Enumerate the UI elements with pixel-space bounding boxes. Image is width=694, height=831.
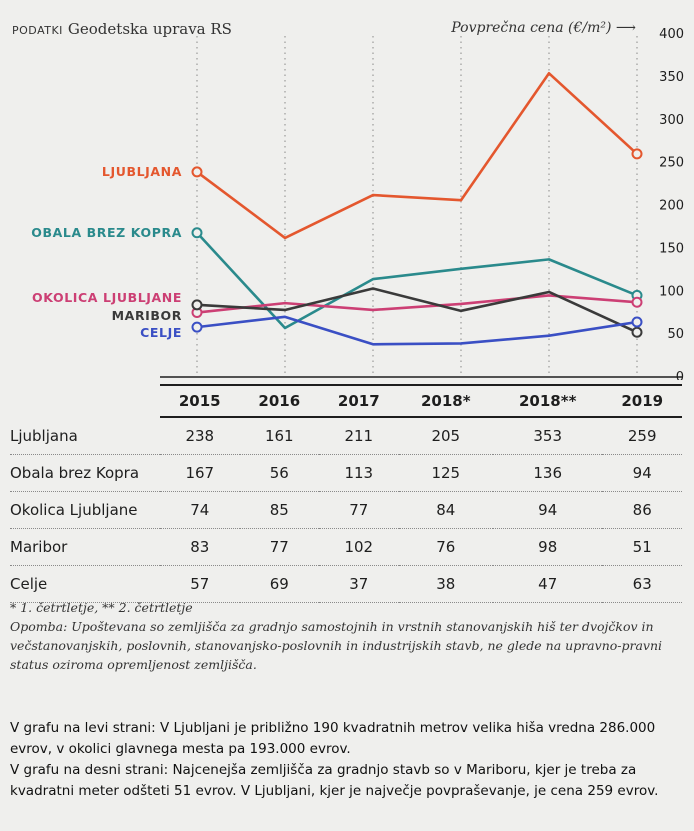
table-cell: 63 bbox=[602, 565, 682, 603]
table-cell: 113 bbox=[319, 454, 399, 492]
column-header: 2019 bbox=[602, 384, 682, 418]
remark: Opomba: Upoštevana so zemljišča za gradn… bbox=[10, 619, 663, 672]
table-row: Okolica Ljubljane 74 85 77 84 94 86 bbox=[10, 491, 682, 529]
series-point bbox=[191, 299, 203, 311]
y-tick-label: 100 bbox=[659, 284, 684, 299]
table-cell: 353 bbox=[493, 417, 603, 455]
caption: V grafu na levi strani: V Ljubljani je p… bbox=[10, 718, 690, 802]
series-line bbox=[195, 315, 639, 346]
series-point bbox=[191, 166, 203, 178]
series-line bbox=[195, 72, 639, 240]
row-label: Celje bbox=[10, 565, 160, 603]
row-label: Maribor bbox=[10, 528, 160, 566]
y-axis-title: Povprečna cena (€/m²) ⟶ bbox=[451, 20, 636, 36]
table-cell: 74 bbox=[160, 491, 240, 529]
table-cell: 167 bbox=[160, 454, 240, 492]
source-text: Geodetska uprava RS bbox=[67, 20, 232, 38]
table-cell: 77 bbox=[319, 491, 399, 529]
table-cell: 83 bbox=[160, 528, 240, 566]
table-cell: 57 bbox=[160, 565, 240, 603]
table-cell: 94 bbox=[602, 454, 682, 492]
series-point bbox=[631, 148, 643, 160]
arrow-right-icon: ⟶ bbox=[615, 20, 636, 36]
table-cell: 238 bbox=[160, 417, 240, 455]
table-row: Ljubljana 238 161 211 205 353 259 bbox=[10, 417, 682, 455]
series-line bbox=[195, 294, 639, 314]
table-cell: 38 bbox=[398, 565, 494, 603]
series-point bbox=[191, 227, 203, 239]
notes: * 1. četrtletje, ** 2. četrtletje Opomba… bbox=[10, 598, 686, 674]
line-chart: 0 50 100 150 200 250 300 350 400 LJUBLJANA OBALA B… bbox=[31, 27, 684, 380]
table-cell: 76 bbox=[398, 528, 494, 566]
y-tick-label: 200 bbox=[659, 199, 684, 214]
footnote: * 1. četrtletje, ** 2. četrtletje bbox=[10, 600, 193, 615]
table-row: Obala brez Kopra 167 56 113 125 136 94 bbox=[10, 454, 682, 492]
row-label: Okolica Ljubljane bbox=[10, 491, 160, 529]
table-cell: 98 bbox=[493, 528, 603, 566]
series-label: LJUBLJANA bbox=[102, 164, 182, 179]
caption-paragraph: V grafu na levi strani: V Ljubljani je p… bbox=[10, 720, 656, 757]
series-line bbox=[195, 231, 639, 330]
column-header: 2018** bbox=[493, 384, 603, 418]
row-label: Obala brez Kopra bbox=[10, 454, 160, 492]
table-cell: 259 bbox=[602, 417, 682, 455]
series-label: MARIBOR bbox=[112, 308, 182, 323]
table-cell: 125 bbox=[398, 454, 494, 492]
table-cell: 86 bbox=[602, 491, 682, 529]
y-tick-label: 300 bbox=[659, 113, 684, 128]
caption-paragraph: V grafu na desni strani: Najcenejša zeml… bbox=[10, 762, 659, 799]
column-header: 2017 bbox=[319, 384, 399, 418]
series-point bbox=[631, 316, 643, 328]
table-cell: 84 bbox=[398, 491, 494, 529]
table-cell: 51 bbox=[602, 528, 682, 566]
table-cell: 136 bbox=[493, 454, 603, 492]
y-tick-label: 0 bbox=[676, 370, 684, 380]
y-tick-label: 250 bbox=[659, 156, 684, 171]
table-cell: 102 bbox=[319, 528, 399, 566]
data-table: 2015 2016 2017 2018* 2018** 2019 Ljublja… bbox=[10, 384, 682, 603]
table-row: Maribor 83 77 102 76 98 51 bbox=[10, 528, 682, 566]
y-tick-label: 150 bbox=[659, 241, 684, 256]
y-tick-label: 350 bbox=[659, 70, 684, 85]
series-label: OKOLICA LJUBLJANE bbox=[32, 290, 182, 305]
source-line: PODATKI Geodetska uprava RS bbox=[12, 20, 232, 38]
table-header-row: 2015 2016 2017 2018* 2018** 2019 bbox=[10, 384, 682, 418]
series-line bbox=[195, 287, 639, 334]
table-cell: 56 bbox=[239, 454, 320, 492]
table-row: Celje 57 69 37 38 47 63 bbox=[10, 565, 682, 603]
table-cell: 47 bbox=[493, 565, 603, 603]
y-axis-title-text: Povprečna cena (€/m²) bbox=[451, 20, 612, 36]
y-tick-label: 50 bbox=[667, 327, 684, 342]
table-cell: 94 bbox=[493, 491, 603, 529]
column-header: 2016 bbox=[239, 384, 320, 418]
table-cell: 161 bbox=[239, 417, 320, 455]
source-label: PODATKI bbox=[12, 24, 63, 37]
series-label: CELJE bbox=[140, 325, 182, 340]
table-cell: 85 bbox=[239, 491, 320, 529]
column-header: 2015 bbox=[160, 384, 240, 418]
series-point bbox=[631, 296, 643, 308]
series-point bbox=[631, 326, 643, 338]
table-cell: 211 bbox=[319, 417, 399, 455]
table-corner bbox=[10, 385, 160, 417]
table-cell: 69 bbox=[239, 565, 320, 603]
series-point bbox=[191, 321, 203, 333]
row-label: Ljubljana bbox=[10, 417, 160, 455]
series-label: OBALA BREZ KOPRA bbox=[31, 225, 182, 240]
table-cell: 37 bbox=[319, 565, 399, 603]
y-tick-label: 400 bbox=[659, 27, 684, 42]
table-cell: 77 bbox=[239, 528, 320, 566]
table-cell: 205 bbox=[398, 417, 494, 455]
column-header: 2018* bbox=[398, 384, 494, 418]
